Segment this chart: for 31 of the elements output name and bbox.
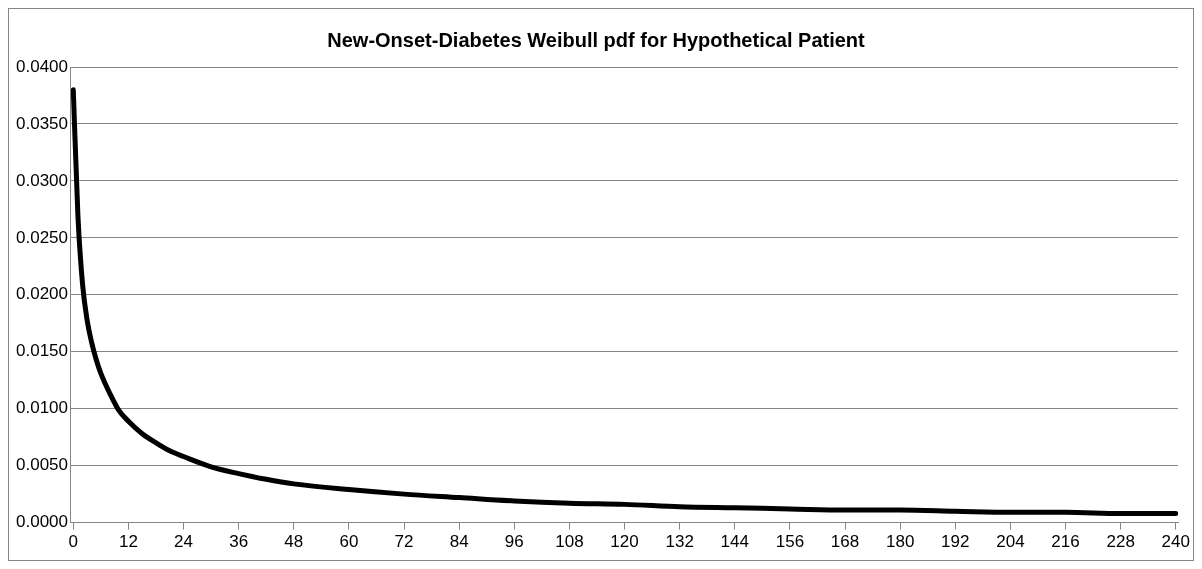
x-tick-label: 216	[1051, 532, 1080, 552]
x-tick-label: 60	[339, 532, 359, 552]
x-tick-label: 132	[665, 532, 694, 552]
x-tick-label: 0	[68, 532, 79, 552]
y-tick-label: 0.0300	[16, 170, 68, 190]
y-tick-label: 0.0100	[16, 398, 68, 418]
y-tick-label: 0.0400	[16, 56, 68, 76]
x-tick-label: 84	[449, 532, 469, 552]
x-tick-label: 96	[504, 532, 524, 552]
y-tick-label: 0.0250	[16, 227, 68, 247]
y-tick-label: 0.0050	[16, 455, 68, 475]
x-tick-label: 180	[885, 532, 915, 552]
x-tick-label: 12	[118, 532, 138, 552]
x-tick-label: 72	[394, 532, 414, 552]
x-tick-label: 120	[610, 532, 639, 552]
x-tick-label: 240	[1161, 532, 1190, 552]
x-tick-label: 192	[941, 532, 970, 552]
x-tick-label: 168	[830, 532, 860, 552]
x-tick-label: 108	[555, 532, 584, 552]
x-tick-label: 36	[229, 532, 249, 552]
x-tick-label: 228	[1106, 532, 1135, 552]
x-tick-label: 156	[775, 532, 805, 552]
x-tick-label: 204	[996, 532, 1025, 552]
x-tick-label: 144	[720, 532, 749, 552]
y-tick-label: 0.0000	[16, 512, 68, 532]
y-tick-label: 0.0350	[16, 113, 68, 133]
x-tick-label: 48	[284, 532, 304, 552]
x-tick-label: 24	[174, 532, 193, 552]
y-tick-label: 0.0200	[16, 284, 68, 304]
chart-title: New-Onset-Diabetes Weibull pdf for Hypothetical Patient	[327, 28, 866, 51]
y-tick-label: 0.0150	[16, 341, 68, 361]
